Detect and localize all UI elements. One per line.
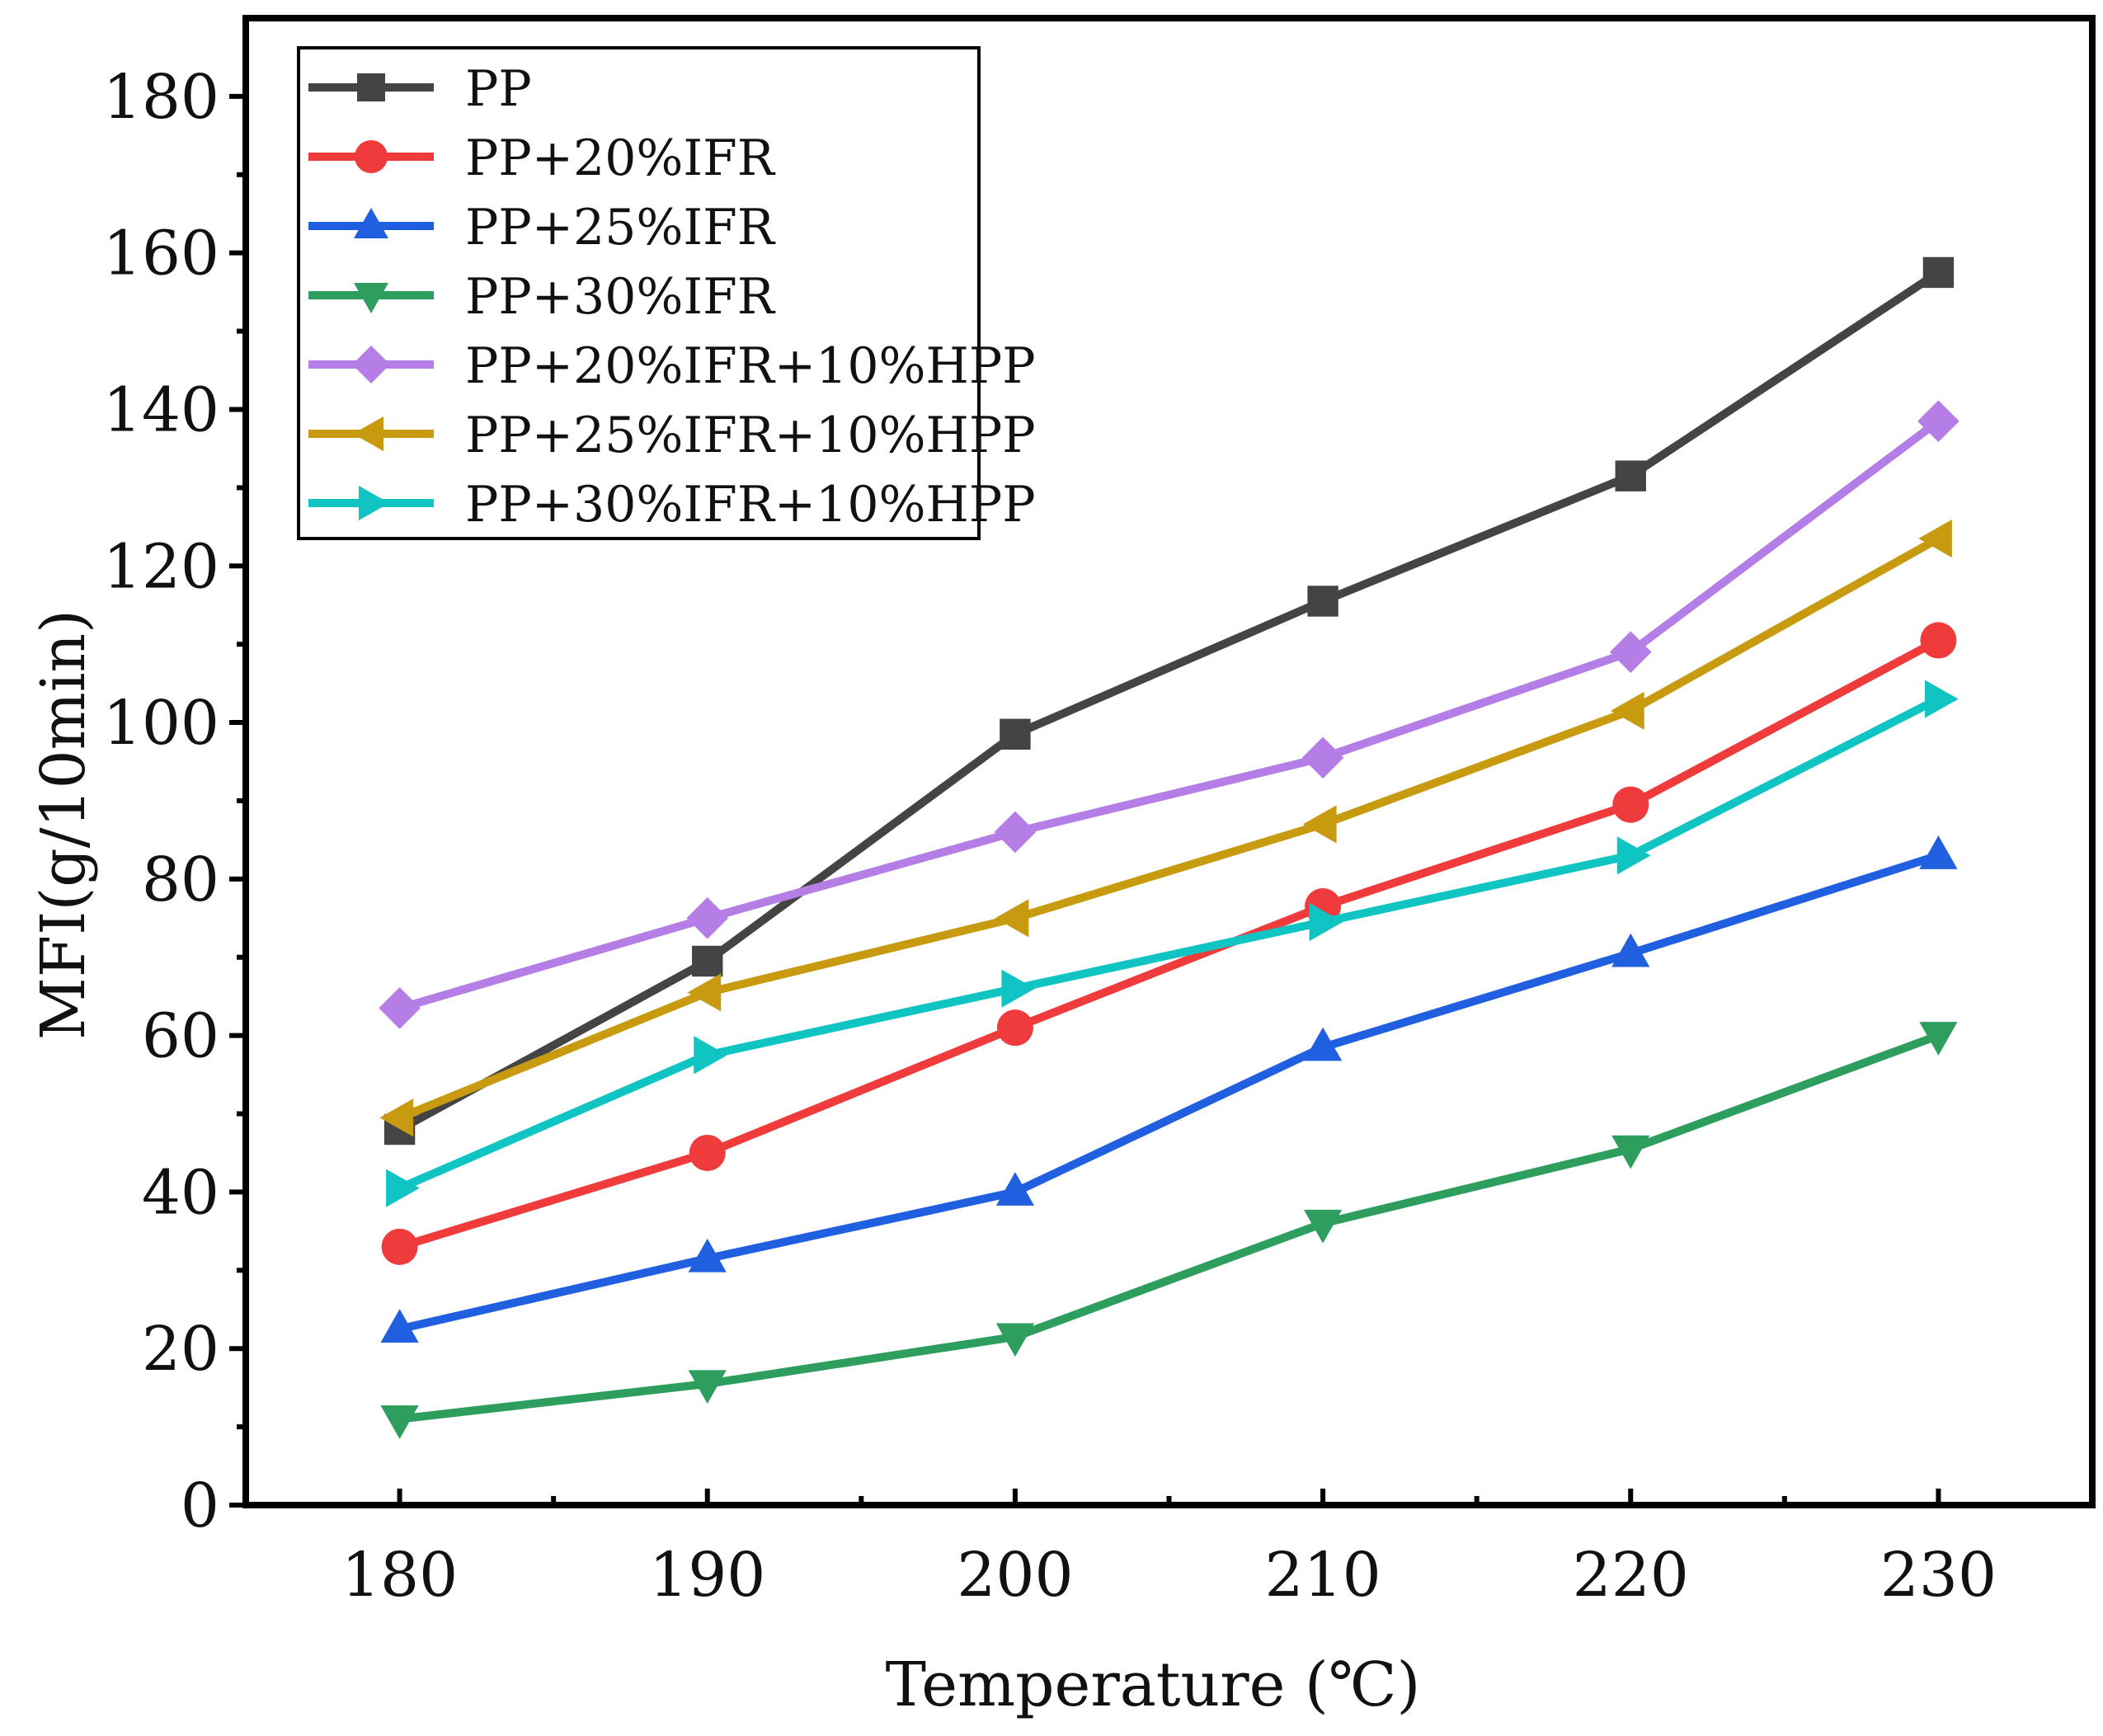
- data-point: [996, 1009, 1033, 1047]
- legend-label: PP: [465, 60, 532, 118]
- x-axis-title: Temperature (℃): [886, 1649, 1421, 1720]
- data-point: [380, 1405, 419, 1439]
- y-tick-label: 0: [181, 1470, 219, 1541]
- series-line: [395, 1031, 1943, 1423]
- data-point: [994, 811, 1037, 854]
- series-0: [383, 256, 1955, 1146]
- legend-entry: PP+25%IFR+10%HPP: [308, 407, 1036, 464]
- data-point: [379, 1099, 414, 1137]
- y-tick-label: 80: [142, 844, 219, 915]
- legend-marker: [357, 73, 385, 101]
- legend-entry: PP: [308, 60, 532, 118]
- data-point: [380, 1309, 419, 1343]
- series-line: [395, 694, 1943, 1193]
- data-point: [1303, 1209, 1343, 1244]
- legend-label: PP+30%IFR+10%HPP: [465, 476, 1036, 534]
- x-tick-label: 190: [649, 1540, 765, 1611]
- legend-label: PP+30%IFR: [465, 268, 776, 326]
- data-point: [995, 899, 1029, 938]
- series-line: [395, 416, 1943, 1013]
- legend-label: PP+20%IFR: [465, 129, 776, 187]
- x-tick-label: 200: [957, 1540, 1073, 1611]
- series-5: [379, 519, 1952, 1137]
- y-tick-label: 60: [142, 1001, 219, 1072]
- data-point: [1611, 1135, 1650, 1169]
- y-tick-label: 180: [103, 62, 219, 133]
- legend-label: PP+20%IFR+10%HPP: [465, 337, 1036, 395]
- data-point: [688, 1238, 727, 1273]
- data-point: [1609, 631, 1652, 673]
- legend-entry: PP+30%IFR: [308, 268, 776, 326]
- data-point: [1301, 736, 1344, 779]
- y-tick-label: 160: [103, 219, 219, 289]
- series-6: [386, 680, 1959, 1207]
- data-point: [1612, 786, 1649, 823]
- axes-layer: 0 20 40 60 80 100 120 140 160 180 180 190 200 210 220 2…: [103, 15, 2096, 1611]
- series-2: [380, 835, 1958, 1343]
- data-point: [379, 987, 421, 1029]
- data-point: [1615, 460, 1646, 492]
- data-point: [1309, 902, 1343, 942]
- x-tick-label: 230: [1880, 1540, 1997, 1611]
- series-4: [379, 400, 1960, 1029]
- legend-layer: PP PP+20%IFR PP+25%IFR PP+30%IFR PP+20%IFR+1…: [297, 46, 1036, 540]
- series-line: [395, 268, 1943, 1134]
- series-line: [395, 534, 1943, 1122]
- data-point: [1001, 969, 1036, 1008]
- legend-marker: [354, 283, 388, 313]
- legend-entry: PP+25%IFR: [308, 199, 776, 256]
- data-point: [1611, 691, 1644, 730]
- data-point: [1922, 256, 1955, 289]
- data-point: [1917, 400, 1960, 443]
- series-3: [380, 1022, 1958, 1439]
- legend-entry: PP+20%IFR: [308, 129, 776, 187]
- y-tick-label: 140: [103, 374, 219, 445]
- legend-label: PP+25%IFR: [465, 199, 776, 256]
- data-point: [1611, 933, 1650, 967]
- x-tick-label: 180: [341, 1540, 458, 1611]
- data-point: [995, 1172, 1035, 1206]
- y-tick-label: 100: [103, 688, 219, 759]
- labels-layer: Temperature (℃) MFI(g/10min): [28, 609, 1420, 1720]
- y-axis-title: MFI(g/10min): [28, 609, 99, 1040]
- legend-marker: [354, 208, 388, 238]
- legend-label: PP+25%IFR+10%HPP: [465, 407, 1036, 464]
- y-tick-label: 20: [142, 1314, 219, 1385]
- data-point: [1302, 805, 1337, 844]
- data-point: [1000, 718, 1031, 750]
- plot-layer: [379, 256, 1960, 1439]
- data-point: [687, 973, 722, 1012]
- data-point: [1918, 519, 1952, 558]
- data-point: [1924, 680, 1959, 718]
- data-point: [386, 1169, 420, 1207]
- legend-marker: [355, 140, 388, 173]
- data-point: [1920, 622, 1957, 659]
- data-point: [1616, 836, 1651, 875]
- x-tick-label: 220: [1573, 1540, 1689, 1611]
- data-point: [686, 896, 729, 939]
- legend-marker: [359, 486, 389, 520]
- data-point: [1919, 1022, 1958, 1056]
- data-point: [688, 1370, 727, 1404]
- legend-marker: [352, 346, 390, 383]
- x-tick-label: 210: [1264, 1540, 1381, 1611]
- legend-entry: PP+30%IFR+10%HPP: [308, 476, 1036, 534]
- legend-entry: PP+20%IFR+10%HPP: [308, 337, 1036, 395]
- data-point: [692, 945, 723, 977]
- data-point: [1303, 1027, 1343, 1061]
- y-tick-label: 120: [103, 531, 219, 602]
- data-point: [381, 1228, 418, 1265]
- data-point: [689, 1134, 726, 1171]
- data-point: [995, 1323, 1035, 1357]
- legend-marker: [353, 416, 383, 451]
- data-point: [694, 1036, 727, 1075]
- series-line: [395, 851, 1943, 1334]
- series-line: [395, 636, 1943, 1251]
- y-tick-label: 40: [142, 1157, 219, 1228]
- data-point: [1307, 586, 1338, 617]
- data-point: [1919, 835, 1958, 869]
